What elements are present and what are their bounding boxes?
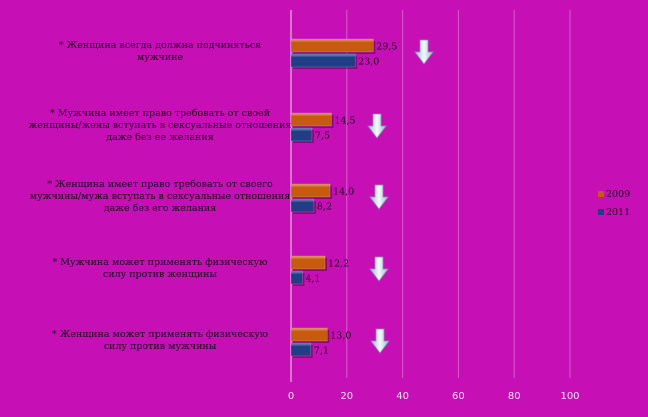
- data-label: 7,5: [315, 131, 330, 142]
- data-label: 12,2: [328, 259, 349, 270]
- category-label: * Женщина имеет право требовать от своег…: [30, 179, 291, 214]
- category-label: * Женщина всегда должна подчиняться мужчи…: [59, 40, 261, 63]
- category-label-line: силу против мужчины: [104, 341, 217, 352]
- down-arrow-shape: [367, 113, 387, 139]
- x-tick-label: 60: [452, 391, 465, 402]
- x-tick-label: 20: [340, 391, 353, 402]
- data-label: 4,1: [305, 274, 320, 285]
- legend-label-2009: 2009: [606, 189, 630, 200]
- data-label: 29,5: [376, 42, 397, 53]
- bar-highlight: [291, 256, 326, 259]
- bar-highlight: [291, 128, 312, 131]
- gridlines: [346, 10, 571, 378]
- data-label: 8,2: [317, 202, 332, 213]
- bar-2009: [290, 255, 326, 270]
- bar-highlight: [291, 54, 356, 57]
- data-label: 14,5: [334, 116, 355, 127]
- x-tick-labels: 0 20 40 60 80 100: [288, 391, 580, 402]
- down-arrow-shape: [414, 39, 434, 65]
- bars: 29,5 14,5 14,0 12,2 13,0 23,0 7,5 8,2 4,1 7,1: [290, 38, 397, 358]
- trend-arrows: [367, 39, 434, 354]
- category-label-line: женщины/жены вступать в сексуальные отно…: [29, 120, 292, 131]
- legend: 2009 2011: [598, 189, 630, 218]
- category-label-line: * Мужчина имеет право требовать от своей: [50, 108, 270, 119]
- down-arrow-icon: [370, 328, 390, 354]
- category-label-line: * Женщина имеет право требовать от своег…: [47, 179, 273, 190]
- bar-2011: [290, 270, 303, 285]
- down-arrow-shape: [370, 328, 390, 354]
- down-arrow-icon: [414, 39, 434, 65]
- x-tick-label: 40: [396, 391, 409, 402]
- category-labels: * Женщина всегда должна подчиняться мужчи…: [29, 40, 292, 352]
- legend-swatch-2011: [598, 209, 604, 215]
- bar-2009: [290, 327, 328, 342]
- x-tick-label: 0: [288, 391, 294, 402]
- x-tick-label: 100: [560, 391, 579, 402]
- down-arrow-icon: [369, 256, 389, 282]
- category-label-line: * Мужчина может применять физическую: [52, 257, 267, 268]
- category-label-line: мужчине: [137, 52, 184, 63]
- x-tick-label: 80: [508, 391, 521, 402]
- legend-label-2011: 2011: [606, 207, 630, 218]
- bar-highlight: [291, 343, 311, 346]
- category-label: * Женщина может применять физическую силу…: [52, 329, 268, 352]
- bar-highlight: [291, 113, 332, 116]
- category-label-line: * Женщина всегда должна подчиняться: [59, 40, 261, 51]
- bar-2011: [290, 198, 315, 213]
- bar-highlight: [291, 199, 314, 202]
- category-label-line: * Женщина может применять физическую: [52, 329, 268, 340]
- category-label: * Мужчина может применять физическую силу…: [52, 257, 267, 280]
- category-label-line: силу против женщины: [103, 269, 218, 280]
- bar-highlight: [291, 184, 331, 187]
- legend-swatch-2009: [598, 191, 604, 197]
- bar-highlight: [291, 328, 328, 331]
- bar-2009: [290, 112, 332, 127]
- down-arrow-icon: [369, 184, 389, 210]
- bar-2011: [290, 342, 312, 357]
- down-arrow-shape: [369, 184, 389, 210]
- bar-2011: [290, 53, 356, 68]
- category-label-line: мужчины/мужа вступать в сексуальные отно…: [30, 191, 291, 202]
- data-label: 13,0: [330, 331, 351, 342]
- down-arrow-shape: [369, 256, 389, 282]
- bar-highlight: [291, 271, 303, 274]
- bar-2009: [290, 183, 331, 198]
- data-label: 14,0: [333, 187, 354, 198]
- bar-highlight: [291, 39, 374, 42]
- category-label: * Мужчина имеет право требовать от своей…: [29, 108, 292, 143]
- bar-2009: [290, 38, 374, 53]
- category-label-line: даже без его желания: [104, 203, 217, 214]
- bar-2011: [290, 127, 313, 142]
- down-arrow-icon: [367, 113, 387, 139]
- category-label-line: даже без ее желания: [106, 132, 213, 143]
- data-label: 7,1: [314, 346, 329, 357]
- data-label: 23,0: [358, 57, 379, 68]
